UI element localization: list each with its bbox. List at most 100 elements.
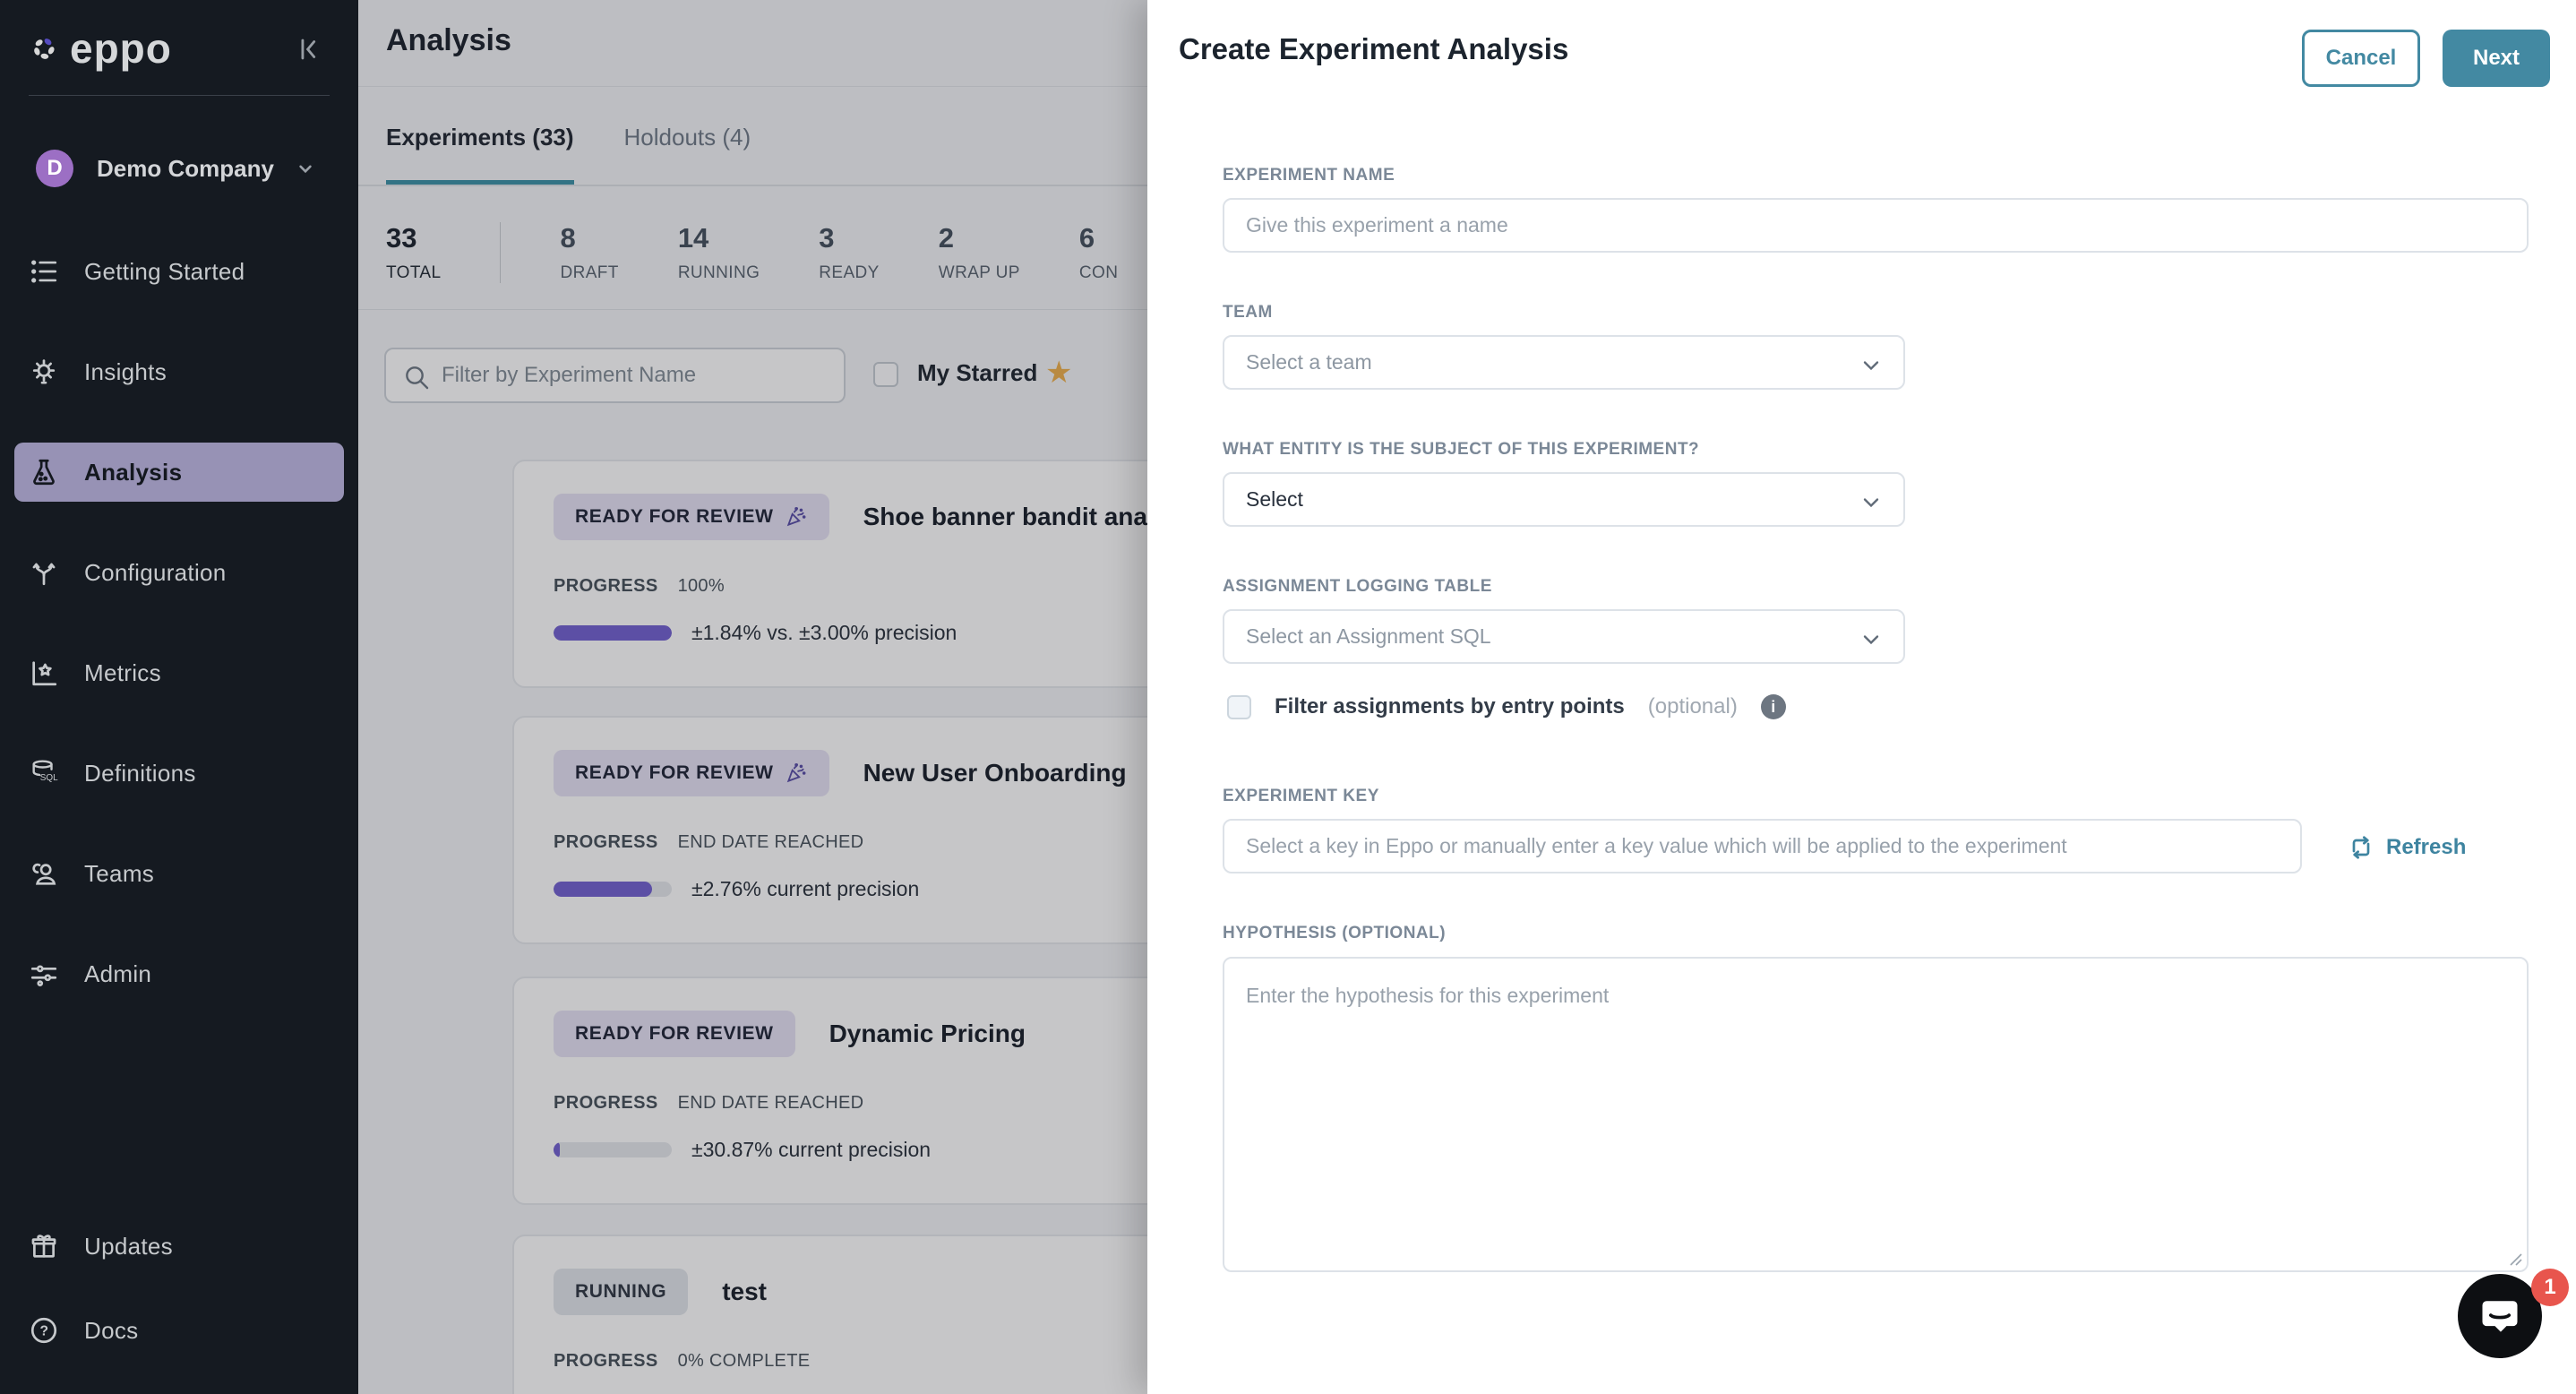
search-icon — [406, 366, 429, 390]
experiment-name-input[interactable] — [1223, 198, 2529, 253]
sidebar-item-updates[interactable]: Updates — [14, 1217, 344, 1276]
sql-database-icon: SQL — [32, 760, 58, 783]
chevron-down-icon — [1863, 635, 1879, 645]
flask-icon — [33, 459, 55, 486]
team-select[interactable]: Select a team — [1223, 335, 1905, 390]
experiment-card[interactable]: READY FOR REVIEW New User Onboarding PRO… — [512, 716, 1147, 944]
search-input[interactable] — [442, 349, 836, 401]
tabs: Experiments (33) Holdouts (4) — [386, 124, 751, 185]
refresh-label: Refresh — [2386, 835, 2467, 859]
sidebar-item-insights[interactable]: Insights — [14, 342, 344, 401]
stat-draft[interactable]: 8 DRAFT — [560, 222, 619, 282]
svg-text:SQL: SQL — [40, 773, 58, 783]
experiment-card[interactable]: RUNNING test PROGRESS 0% COMPLETE No pre… — [512, 1235, 1147, 1394]
entity-select[interactable]: Select — [1223, 472, 1905, 527]
sidebar-nav: Getting Started Insights Analysis Config… — [14, 242, 344, 1045]
team-label: TEAM — [1223, 303, 1273, 322]
stat-concluded[interactable]: 6 CON — [1078, 222, 1119, 282]
hypothesis-textarea[interactable] — [1223, 957, 2529, 1272]
sidebar-item-teams[interactable]: Teams — [14, 844, 344, 903]
workspace-switcher[interactable]: D Demo Company — [36, 149, 322, 188]
sidebar-footer: Updates ? Docs — [14, 1217, 344, 1385]
sidebar-item-getting-started[interactable]: Getting Started — [14, 242, 344, 301]
sidebar-item-docs[interactable]: ? Docs — [14, 1301, 344, 1360]
my-starred-checkbox[interactable] — [873, 362, 898, 387]
question-circle-icon: ? — [30, 1317, 57, 1344]
experiment-title[interactable]: Shoe banner bandit ana — [863, 503, 1147, 530]
sidebar-item-definitions[interactable]: SQL Definitions — [14, 744, 344, 803]
tab-experiments[interactable]: Experiments (33) — [386, 124, 574, 185]
assignment-table-label: ASSIGNMENT LOGGING TABLE — [1223, 577, 1492, 596]
precision-text: ±2.76% current precision — [691, 877, 920, 900]
sidebar: eppo D Demo Company Getting Started — [0, 0, 358, 1394]
star-icon: ★ — [1045, 356, 1073, 390]
cancel-button[interactable]: Cancel — [2302, 30, 2420, 87]
header-divider — [358, 86, 1147, 87]
chevron-down-icon — [1863, 361, 1879, 371]
chevron-down-icon — [1863, 498, 1879, 508]
sliders-icon — [30, 965, 57, 986]
precision-text: ±30.87% current precision — [691, 1138, 932, 1161]
entry-points-label: Filter assignments by entry points — [1275, 694, 1625, 719]
logo-text: eppo — [70, 25, 172, 72]
sidebar-item-label: Teams — [84, 859, 155, 887]
experiment-key-input[interactable] — [1223, 819, 2302, 873]
chat-notification-badge: 1 — [2531, 1269, 2569, 1306]
hypothesis-label: HYPOTHESIS (OPTIONAL) — [1223, 924, 1447, 942]
refresh-icon — [2352, 836, 2370, 859]
stat-ready[interactable]: 3 READY — [819, 222, 880, 282]
filter-row: My Starred ★ — [384, 348, 1147, 403]
chevron-down-icon — [299, 165, 312, 174]
info-icon[interactable]: i — [1760, 694, 1786, 719]
drawer-title: Create Experiment Analysis — [1179, 32, 1569, 65]
sidebar-item-label: Getting Started — [84, 257, 245, 285]
experiment-title[interactable]: test — [722, 1278, 767, 1305]
stat-total[interactable]: 33 TOTAL — [386, 222, 442, 282]
experiment-title[interactable]: New User Onboarding — [863, 759, 1127, 787]
stats-divider — [358, 309, 1147, 310]
stat-wrap-up[interactable]: 2 WRAP UP — [938, 222, 1020, 282]
party-popper-icon — [786, 763, 806, 783]
svg-text:?: ? — [39, 1324, 48, 1339]
eppo-flower-icon — [34, 39, 55, 59]
sidebar-item-label: Configuration — [84, 558, 227, 586]
optional-hint: (optional) — [1647, 694, 1738, 719]
precision-text: ±1.84% vs. ±3.00% precision — [691, 621, 957, 644]
sidebar-item-configuration[interactable]: Configuration — [14, 543, 344, 602]
experiment-key-label: EXPERIMENT KEY — [1223, 787, 1379, 805]
progress-bar — [554, 625, 672, 641]
workspace-avatar: D — [36, 150, 73, 187]
sidebar-item-metrics[interactable]: Metrics — [14, 643, 344, 702]
stat-running[interactable]: 14 RUNNING — [677, 222, 760, 282]
chat-launcher[interactable] — [2458, 1274, 2542, 1358]
sidebar-item-label: Updates — [84, 1232, 173, 1260]
metrics-star-axis-icon — [32, 661, 57, 686]
assignment-sql-select[interactable]: Select an Assignment SQL — [1223, 609, 1905, 664]
stat-divider — [500, 222, 502, 283]
experiment-name-label: EXPERIMENT NAME — [1223, 166, 1395, 185]
gift-icon — [31, 1235, 56, 1258]
resize-handle-icon[interactable] — [2507, 1251, 2523, 1267]
sidebar-item-label: Analysis — [84, 458, 183, 486]
experiment-title[interactable]: Dynamic Pricing — [829, 1020, 1026, 1047]
sidebar-item-label: Definitions — [84, 759, 196, 787]
progress-bar — [554, 882, 672, 897]
my-starred-label: My Starred — [917, 359, 1038, 386]
branch-arrows-icon — [32, 563, 56, 586]
sidebar-item-admin[interactable]: Admin — [14, 944, 344, 1003]
experiment-card[interactable]: READY FOR REVIEW Dynamic Pricing PROGRES… — [512, 977, 1147, 1205]
status-badge: READY FOR REVIEW — [554, 750, 829, 796]
page-title: Analysis — [386, 23, 511, 57]
entry-points-row: Filter assignments by entry points (opti… — [1227, 694, 1786, 719]
sidebar-item-analysis[interactable]: Analysis — [14, 443, 344, 502]
sidebar-collapse-icon[interactable] — [294, 34, 324, 69]
next-button[interactable]: Next — [2443, 30, 2550, 87]
refresh-key-button[interactable]: Refresh — [2347, 833, 2466, 862]
insights-gear-bulb-icon — [32, 359, 56, 384]
analysis-page: Analysis Experiments (33) Holdouts (4) 3… — [358, 0, 1147, 1394]
list-icon — [31, 260, 57, 283]
entry-points-checkbox[interactable] — [1227, 694, 1251, 719]
chat-icon — [2482, 1301, 2518, 1332]
tab-holdouts[interactable]: Holdouts (4) — [623, 124, 751, 151]
experiment-card[interactable]: READY FOR REVIEW Shoe banner bandit ana … — [512, 460, 1147, 688]
